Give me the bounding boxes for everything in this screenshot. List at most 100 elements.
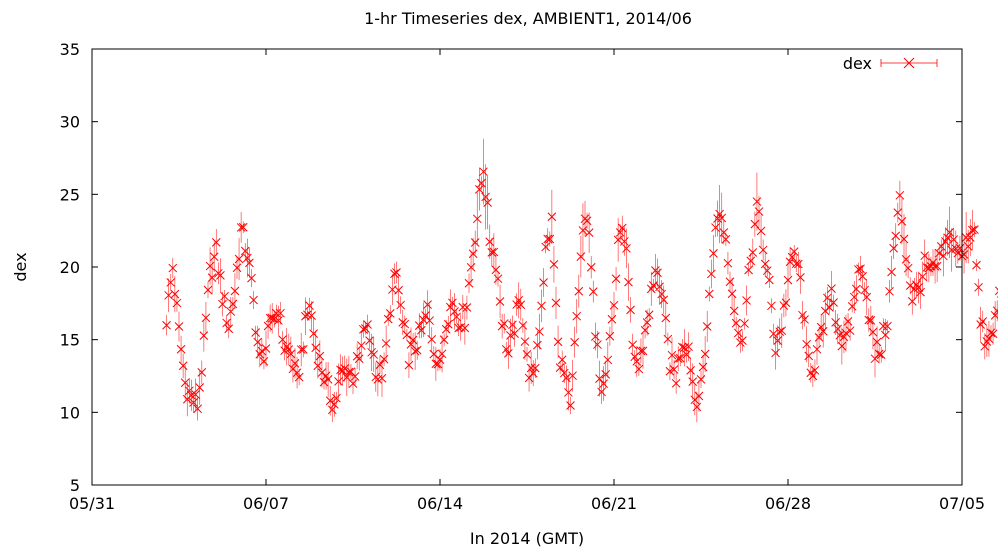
- data-point: [800, 315, 809, 324]
- data-point: [767, 301, 776, 311]
- data-point: [901, 254, 911, 264]
- data-point: [423, 300, 432, 309]
- data-point: [334, 377, 343, 386]
- data-point: [421, 311, 430, 320]
- data-point: [903, 263, 913, 273]
- data-point: [417, 325, 426, 335]
- data-point: [537, 301, 546, 311]
- data-point: [856, 264, 865, 274]
- data-point: [758, 245, 768, 255]
- data-point: [207, 273, 217, 282]
- data-point: [754, 207, 764, 216]
- data-point: [603, 355, 613, 365]
- data-point: [189, 398, 198, 407]
- data-point: [315, 351, 325, 361]
- data-point: [425, 316, 434, 325]
- data-point: [791, 259, 801, 269]
- data-point: [294, 372, 304, 382]
- data-point: [247, 273, 256, 283]
- data-point: [605, 331, 615, 341]
- y-tick-label: 10: [60, 403, 80, 422]
- data-point: [180, 378, 190, 388]
- data-point: [858, 271, 867, 281]
- data-point: [833, 324, 843, 334]
- data-point: [841, 328, 851, 338]
- data-point: [263, 321, 273, 331]
- data-point: [516, 300, 526, 310]
- plot-area-border: [91, 48, 963, 486]
- data-point: [381, 339, 391, 348]
- data-point: [410, 346, 420, 356]
- data-point: [613, 235, 623, 245]
- data-point: [489, 247, 499, 257]
- data-point: [843, 316, 853, 326]
- data-point: [559, 368, 569, 378]
- data-point: [259, 356, 269, 366]
- data-point: [551, 298, 561, 308]
- data-point: [804, 351, 814, 361]
- data-point: [224, 324, 234, 334]
- data-point: [980, 341, 990, 351]
- data-point: [936, 242, 946, 251]
- data-point: [914, 283, 923, 292]
- data-point: [808, 371, 818, 381]
- data-point: [632, 357, 642, 366]
- data-point: [543, 234, 553, 244]
- data-point: [899, 234, 909, 244]
- y-tick-label: 25: [60, 185, 80, 204]
- data-point: [454, 323, 463, 333]
- data-point: [673, 354, 683, 364]
- data-point: [557, 355, 567, 365]
- data-point: [727, 289, 737, 299]
- data-point: [168, 263, 178, 273]
- data-point: [746, 256, 756, 266]
- data-point: [385, 309, 395, 318]
- data-point: [284, 345, 294, 354]
- data-point: [771, 348, 780, 358]
- data-point: [825, 303, 834, 312]
- data-point: [427, 334, 437, 344]
- data-point: [344, 367, 354, 377]
- data-point: [876, 350, 886, 360]
- data-point: [472, 214, 482, 224]
- data-point: [694, 391, 704, 401]
- data-point: [951, 244, 961, 254]
- data-point: [723, 258, 733, 268]
- data-point: [907, 296, 917, 306]
- data-point: [638, 346, 648, 356]
- data-point: [526, 363, 536, 373]
- data-point: [733, 328, 743, 338]
- data-point: [176, 344, 186, 354]
- data-point: [274, 316, 283, 325]
- data-point: [663, 334, 673, 344]
- data-point: [499, 319, 509, 328]
- data-point: [452, 312, 461, 322]
- data-point: [586, 262, 596, 272]
- data-point: [934, 248, 944, 258]
- data-point: [615, 228, 625, 237]
- data-point: [972, 260, 981, 270]
- data-point: [272, 308, 281, 318]
- y-tick-label: 20: [60, 258, 80, 277]
- data-point: [860, 285, 869, 295]
- data-point: [576, 252, 586, 262]
- x-tick-label: 06/07: [243, 494, 289, 513]
- data-point: [622, 244, 631, 253]
- data-point: [874, 349, 884, 359]
- data-point: [566, 401, 575, 410]
- data-point: [251, 328, 260, 337]
- x-tick-label: 06/14: [417, 494, 463, 513]
- data-point: [414, 321, 424, 331]
- data-point: [520, 337, 530, 346]
- data-point: [742, 296, 751, 305]
- x-axis: 05/31 06/07 06/14 06/21 06/28 07/05: [69, 49, 985, 513]
- y-tick-label: 30: [60, 113, 80, 132]
- data-point: [230, 286, 240, 296]
- data-point: [278, 335, 287, 344]
- data-point: [711, 223, 720, 232]
- data-point: [864, 315, 874, 325]
- data-point: [812, 344, 822, 354]
- data-point: [986, 328, 996, 338]
- data-point: [240, 246, 250, 256]
- data-point: [595, 374, 604, 384]
